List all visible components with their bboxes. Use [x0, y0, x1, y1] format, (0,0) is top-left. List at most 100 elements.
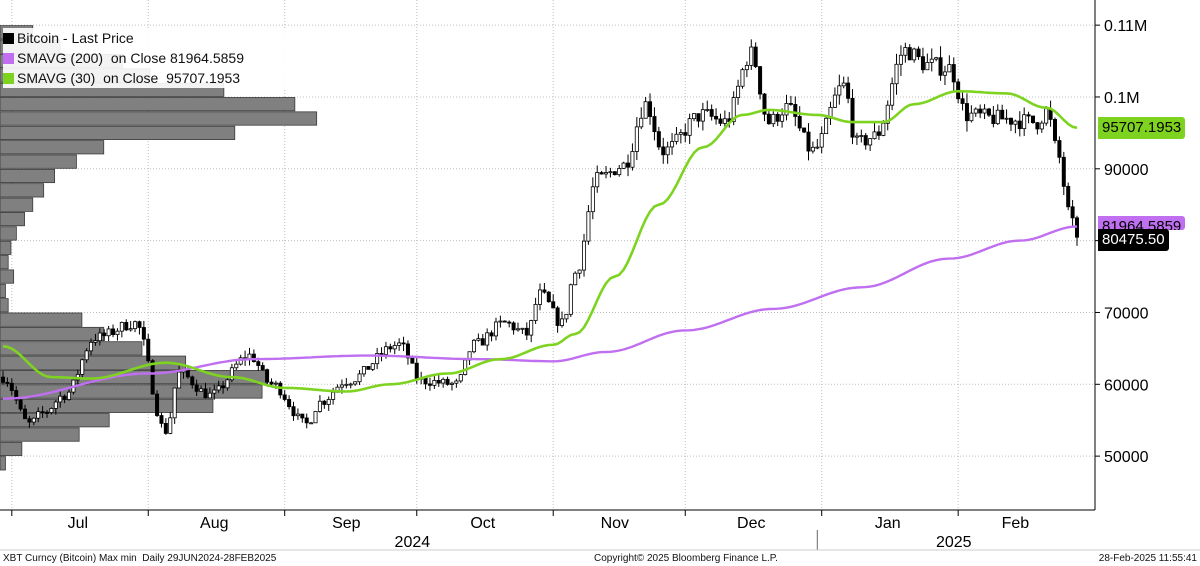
candle-body-122 [538, 289, 543, 305]
candle-body-82 [361, 366, 366, 375]
volume-profile-bar-17 [0, 212, 25, 227]
candle-body-59 [260, 365, 265, 371]
candle-body-108 [476, 338, 481, 341]
candle-body-206 [907, 47, 912, 61]
candle-body-133 [586, 211, 591, 242]
candle-body-139 [612, 171, 617, 176]
candle-body-239 [1052, 119, 1057, 141]
x-month-label-4: Nov [601, 515, 629, 532]
candle-body-146 [643, 101, 648, 119]
candle-body-157 [692, 113, 697, 120]
footer-copyright: Copyright© 2025 Bloomberg Finance L.P. [594, 553, 778, 564]
candle-body-42 [185, 369, 190, 378]
candle-body-72 [317, 400, 322, 412]
candle-body-199 [876, 131, 881, 136]
candle-body-60 [265, 369, 270, 383]
candle-body-2 [9, 382, 14, 391]
candle-body-124 [546, 291, 551, 303]
candle-body-37 [163, 422, 168, 434]
candle-body-80 [353, 381, 358, 385]
candle-body-150 [661, 146, 666, 156]
volume-profile-bar-22 [0, 140, 105, 155]
candle-body-220 [969, 112, 974, 122]
candle-body-123 [542, 289, 547, 293]
volume-profile-bar-19 [0, 183, 45, 198]
volume-profile-bar-21 [0, 154, 77, 169]
candle-body-216 [951, 64, 956, 83]
candle-body-200 [881, 122, 886, 136]
candle-body-5 [23, 408, 28, 420]
candle-body-198 [872, 131, 877, 140]
candle-body-120 [529, 320, 534, 336]
candle-body-4 [18, 399, 23, 410]
candle-body-171 [753, 46, 758, 68]
candle-body-39 [172, 387, 177, 419]
candle-body-9 [40, 411, 45, 414]
candle-body-49 [216, 385, 221, 391]
footer-timestamp: 28-Feb-2025 11:55:41 [1098, 553, 1197, 564]
candle-body-197 [868, 138, 873, 146]
candle-body-79 [348, 383, 353, 386]
candle-body-31 [137, 321, 142, 328]
candle-body-221 [973, 108, 978, 114]
candle-body-29 [128, 328, 133, 331]
candle-body-229 [1008, 117, 1013, 125]
x-month-label-7: Feb [1002, 515, 1030, 532]
candle-body-8 [36, 411, 41, 419]
candle-body-237 [1044, 108, 1049, 124]
candle-body-110 [485, 332, 490, 346]
y-tick-label-0: 50000 [1104, 449, 1149, 466]
candle-body-191 [841, 82, 846, 87]
candle-body-153 [674, 133, 679, 142]
candle-body-19 [84, 350, 89, 361]
candle-body-7 [31, 417, 36, 423]
candle-body-161 [709, 109, 714, 117]
legend-swatch-sma200 [3, 52, 14, 64]
candle-body-190 [837, 85, 842, 96]
sma200-line [2, 225, 1078, 400]
x-month-label-6: Jan [875, 515, 901, 532]
candle-body-114 [502, 320, 507, 323]
candle-body-91 [401, 342, 406, 345]
candle-body-86 [379, 353, 384, 355]
legend-entry-bitcoin: Bitcoin - Last Price [3, 28, 298, 48]
x-year-label-1: 2025 [936, 534, 972, 551]
candle-body-212 [934, 57, 939, 60]
candle-body-207 [912, 48, 917, 61]
candle-body-111 [489, 332, 494, 337]
candle-body-112 [493, 321, 498, 337]
candle-body-208 [916, 48, 921, 58]
candle-body-180 [793, 104, 798, 117]
volume-profile-bar-25 [0, 97, 296, 112]
candle-body-242 [1066, 185, 1071, 208]
candle-body-58 [256, 361, 261, 366]
candle-body-109 [480, 338, 485, 346]
candle-body-113 [498, 320, 503, 323]
candle-body-33 [146, 338, 151, 362]
candle-body-20 [89, 341, 94, 352]
legend-label-sma200: SMAVG (200) on Close 81964.5859 [17, 50, 244, 66]
candle-body-101 [445, 378, 450, 385]
candle-body-219 [964, 103, 969, 122]
candle-body-50 [221, 385, 226, 389]
footer-security: XBT Curncy (Bitcoin) Max min Daily 29JUN… [3, 553, 277, 564]
candle-body-204 [898, 54, 903, 65]
candle-body-236 [1039, 122, 1044, 130]
volume-profile-bar-20 [0, 168, 55, 184]
sma200-last-value-tag: 81964.5859 [1098, 215, 1186, 230]
x-month-label-3: Oct [470, 515, 495, 532]
candle-body-138 [608, 171, 613, 174]
candle-body-77 [339, 384, 344, 388]
candle-body-184 [810, 146, 815, 152]
candle-body-103 [454, 380, 459, 384]
x-month-label-2: Sep [332, 515, 361, 532]
candle-body-65 [287, 399, 292, 408]
candle-body-173 [762, 93, 767, 115]
candle-body-160 [705, 109, 710, 111]
candle-body-51 [225, 379, 230, 389]
candle-body-181 [797, 116, 802, 129]
x-month-label-5: Dec [737, 515, 765, 532]
candle-body-223 [982, 108, 987, 114]
candle-body-202 [890, 83, 895, 106]
candle-body-151 [665, 146, 670, 156]
